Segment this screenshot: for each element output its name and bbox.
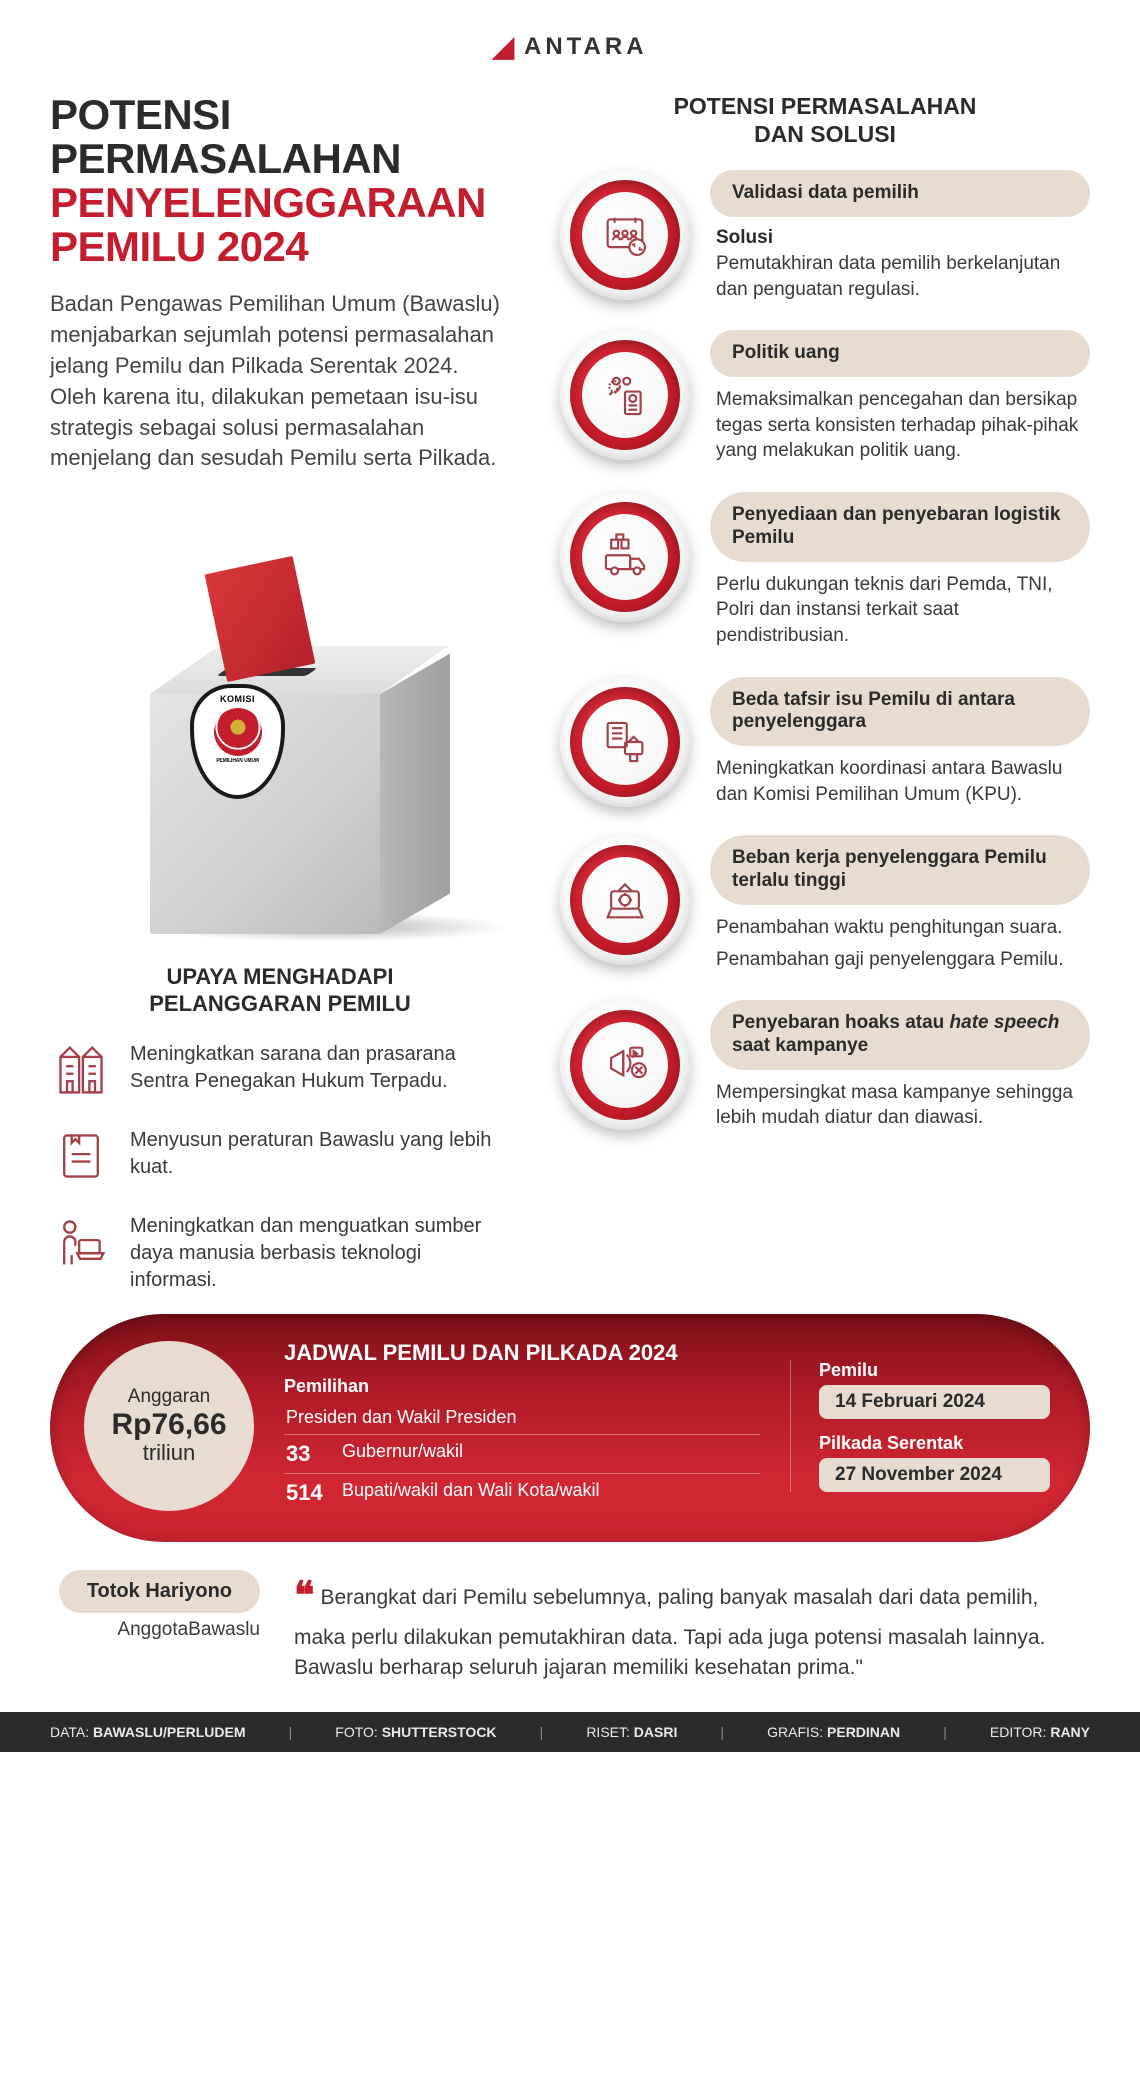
footer-separator: |: [720, 1724, 724, 1740]
quote-role: AnggotaBawaslu: [50, 1619, 260, 1641]
budget-circle: Anggaran Rp76,66 triliun: [84, 1341, 254, 1511]
budget-unit: triliun: [143, 1441, 196, 1465]
upaya-heading: UPAYA MENGHADAPI PELANGGARAN PEMILU: [50, 964, 510, 1017]
infographic-page: ◢ ANTARA POTENSI PERMASALAHAN PENYELENGG…: [0, 0, 1140, 1752]
solusi-sub: Solusi: [716, 227, 1090, 249]
title-line-1: POTENSI PERMASALAHAN: [50, 91, 401, 182]
schedule-line: 514 Bupati/wakil dan Wali Kota/wakil: [284, 1474, 760, 1512]
schedule-mid: JADWAL PEMILU DAN PILKADA 2024 Pemilihan…: [284, 1340, 760, 1512]
solusi-title: Beda tafsir isu Pemilu di antara penyele…: [710, 677, 1090, 747]
brand-logo: ◢ ANTARA: [492, 30, 647, 63]
solusi-item: Beban kerja penyelenggara Pemilu terlalu…: [560, 835, 1090, 972]
title-line-2a: PENYELENGGARAAN: [50, 179, 486, 226]
solusi-content: Penyediaan dan penyebaran logistik Pemil…: [710, 492, 1090, 649]
solusi-icon: [560, 677, 690, 807]
solusi-content: Politik uang Memaksimalkan pencegahan da…: [710, 330, 1090, 464]
solusi-desc: Perlu dukungan teknis dari Pemda, TNI, P…: [716, 572, 1090, 649]
solusi-title: Penyebaran hoaks atau hate speech saat k…: [710, 1000, 1090, 1070]
footer-credits: DATA: BAWASLU/PERLUDEM | FOTO: SHUTTERSTOC…: [0, 1712, 1140, 1752]
solusi-title: Politik uang: [710, 330, 1090, 377]
upaya-item: Meningkatkan sarana dan prasarana Sentra…: [50, 1039, 510, 1101]
solusi-item: Beda tafsir isu Pemilu di antara penyele…: [560, 677, 1090, 808]
footer-credit: EDITOR: RANY: [990, 1724, 1090, 1740]
budget-label: Anggaran: [128, 1387, 210, 1408]
quote-name: Totok Hariyono: [59, 1570, 260, 1613]
schedule-right: Pemilu 14 Februari 2024 Pilkada Serentak…: [790, 1360, 1050, 1492]
solusi-title: Penyediaan dan penyebaran logistik Pemil…: [710, 492, 1090, 562]
solusi-content: Beban kerja penyelenggara Pemilu terlalu…: [710, 835, 1090, 972]
schedule-line: Presiden dan Wakil Presiden: [284, 1401, 760, 1435]
right-column: POTENSI PERMASALAHAN DAN SOLUSI Validasi…: [560, 93, 1090, 1294]
solusi-item: Penyediaan dan penyebaran logistik Pemil…: [560, 492, 1090, 649]
emblem-top-text: KOMISI: [220, 694, 255, 704]
schedule-date-label: Pemilu: [819, 1360, 1050, 1381]
solusi-desc: Memaksimalkan pencegahan dan bersikap te…: [716, 387, 1090, 464]
brand-row: ◢ ANTARA: [50, 30, 1090, 63]
quote-row: Totok Hariyono AnggotaBawaslu ❝Berangkat…: [50, 1570, 1090, 1682]
schedule-date-pill: 14 Februari 2024: [819, 1385, 1050, 1419]
schedule-date-label: Pilkada Serentak: [819, 1433, 1050, 1454]
solusi-desc: Mempersingkat masa kampanye sehingga leb…: [716, 1080, 1090, 1131]
budget-value: Rp76,66: [111, 1408, 226, 1441]
solusi-icon: [560, 1000, 690, 1130]
footer-separator: |: [540, 1724, 544, 1740]
title-line-2b: PEMILU 2024: [50, 223, 308, 270]
solusi-desc: Pemutakhiran data pemilih berkelanjutan …: [716, 251, 1090, 302]
building-icon: [50, 1039, 112, 1101]
footer-credit: GRAFIS: PERDINAN: [767, 1724, 900, 1740]
ballot-illustration: KOMISI PEMILIHAN UMUM: [50, 504, 510, 934]
emblem-bottom-text: PEMILIHAN UMUM: [216, 758, 259, 764]
upaya-text: Menyusun peraturan Bawaslu yang lebih ku…: [130, 1125, 510, 1181]
upaya-item: Menyusun peraturan Bawaslu yang lebih ku…: [50, 1125, 510, 1187]
document-icon: [50, 1125, 112, 1187]
upaya-list: Meningkatkan sarana dan prasarana Sentra…: [50, 1039, 510, 1294]
main-grid: POTENSI PERMASALAHAN PENYELENGGARAAN PEM…: [50, 93, 1090, 1294]
quote-mark-icon: ❝: [294, 1575, 314, 1617]
solusi-icon: [560, 170, 690, 300]
quote-attribution: Totok Hariyono AnggotaBawaslu: [50, 1570, 260, 1641]
schedule-line: 33 Gubernur/wakil: [284, 1435, 760, 1474]
solusi-desc: Meningkatkan koordinasi antara Bawaslu d…: [716, 756, 1090, 807]
solusi-item: Validasi data pemilih SolusiPemutakhiran…: [560, 170, 1090, 302]
footer-credit: RISET: DASRI: [586, 1724, 677, 1740]
solusi-list: Validasi data pemilih SolusiPemutakhiran…: [560, 170, 1090, 1131]
solusi-desc: Penambahan gaji penyelenggara Pemilu.: [716, 947, 1090, 973]
intro-paragraph: Badan Pengawas Pemilihan Umum (Bawaslu) …: [50, 289, 510, 474]
person-laptop-icon: [50, 1211, 112, 1273]
solusi-icon: [560, 835, 690, 965]
schedule-title: JADWAL PEMILU DAN PILKADA 2024: [284, 1340, 760, 1366]
schedule-card: Anggaran Rp76,66 triliun JADWAL PEMILU D…: [50, 1314, 1090, 1542]
solusi-heading: POTENSI PERMASALAHAN DAN SOLUSI: [560, 93, 1090, 148]
upaya-text: Meningkatkan sarana dan prasarana Sentra…: [130, 1039, 510, 1095]
solusi-desc: Penambahan waktu penghitungan suara.: [716, 915, 1090, 941]
upaya-item: Meningkatkan dan menguatkan sumber daya …: [50, 1211, 510, 1294]
left-column: POTENSI PERMASALAHAN PENYELENGGARAAN PEM…: [50, 93, 510, 1294]
solusi-content: Penyebaran hoaks atau hate speech saat k…: [710, 1000, 1090, 1131]
schedule-sub: Pemilihan: [284, 1376, 760, 1397]
solusi-icon: [560, 492, 690, 622]
solusi-item: Politik uang Memaksimalkan pencegahan da…: [560, 330, 1090, 464]
solusi-content: Validasi data pemilih SolusiPemutakhiran…: [710, 170, 1090, 302]
title-block: POTENSI PERMASALAHAN PENYELENGGARAAN PEM…: [50, 93, 510, 269]
footer-separator: |: [943, 1724, 947, 1740]
solusi-content: Beda tafsir isu Pemilu di antara penyele…: [710, 677, 1090, 808]
schedule-date-pill: 27 November 2024: [819, 1458, 1050, 1492]
quote-text: ❝Berangkat dari Pemilu sebelumnya, palin…: [288, 1570, 1090, 1682]
solusi-icon: [560, 330, 690, 460]
solusi-item: Penyebaran hoaks atau hate speech saat k…: [560, 1000, 1090, 1131]
solusi-title: Validasi data pemilih: [710, 170, 1090, 217]
footer-credit: FOTO: SHUTTERSTOCK: [335, 1724, 496, 1740]
footer-credit: DATA: BAWASLU/PERLUDEM: [50, 1724, 246, 1740]
brand-text: ANTARA: [524, 33, 648, 61]
upaya-text: Meningkatkan dan menguatkan sumber daya …: [130, 1211, 510, 1294]
brand-glyph: ◢: [492, 30, 518, 63]
footer-separator: |: [289, 1724, 293, 1740]
solusi-title: Beban kerja penyelenggara Pemilu terlalu…: [710, 835, 1090, 905]
